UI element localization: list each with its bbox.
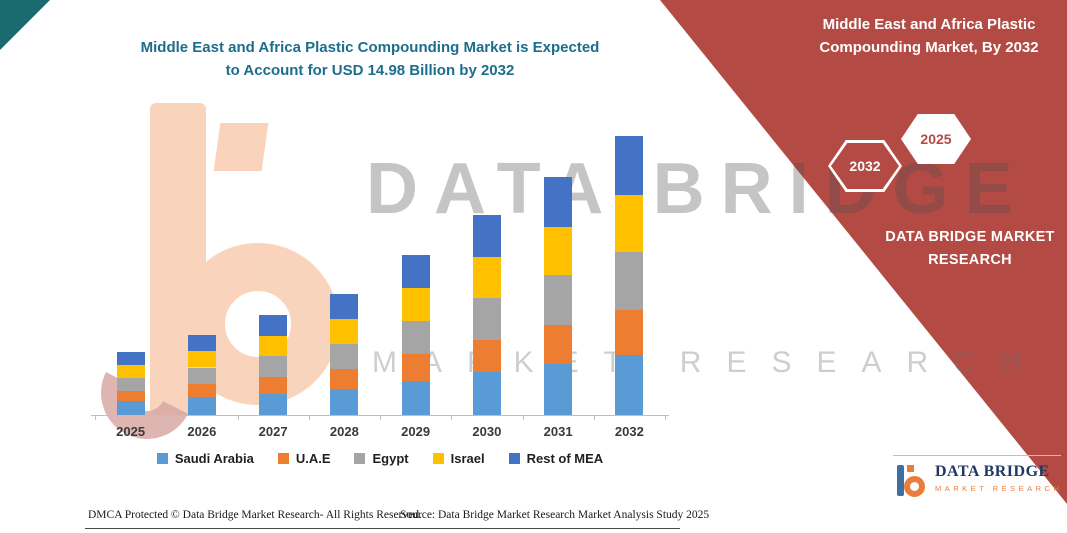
- right-panel-heading-line1: Middle East and Africa Plastic: [822, 16, 1036, 33]
- x-axis-tick: [166, 415, 168, 420]
- legend-swatch: [277, 453, 289, 464]
- bar-segment-saudi-arabia: [615, 355, 644, 415]
- bar-segment-egypt: [472, 297, 501, 340]
- x-axis-tick: [593, 415, 595, 420]
- logo-subtitle: MARKET RESEARCH: [935, 484, 1063, 493]
- bar-segment-israel: [401, 288, 430, 321]
- bar-segment-saudi-arabia: [187, 397, 216, 415]
- x-axis-label: 2026: [187, 424, 217, 439]
- chart-legend: Saudi Arabia U.A.E Egypt Israel Rest of MEA: [95, 451, 665, 466]
- bar-segment-israel: [330, 319, 359, 345]
- x-axis-tick: [308, 415, 310, 420]
- x-axis-tick: [522, 415, 524, 420]
- hexagon-year-2032: 2032: [828, 140, 902, 192]
- bar-segment-u-a-e: [187, 384, 216, 398]
- bar-segment-israel: [544, 226, 573, 276]
- legend-item: Saudi Arabia: [156, 451, 254, 466]
- logo-icon-dot: [907, 465, 914, 472]
- logo-divider: [893, 455, 1061, 456]
- hexagon-year-2032-label: 2032: [831, 143, 899, 189]
- bar-segment-israel: [116, 364, 145, 378]
- x-axis-tick: [451, 415, 453, 420]
- bar-segment-rest-of-mea: [472, 214, 501, 257]
- right-panel-heading: Middle East and Africa Plastic Compoundi…: [800, 14, 1058, 59]
- x-axis-label: 2027: [258, 424, 288, 439]
- logo-name: DATA BRIDGE: [935, 463, 1050, 480]
- hexagon-year-2025: 2025: [901, 114, 971, 164]
- legend-item: Rest of MEA: [508, 451, 604, 466]
- x-axis-tick: [665, 415, 666, 420]
- bar-segment-u-a-e: [615, 309, 644, 356]
- logo-text: DATA BRIDGE MARKET RESEARCH: [935, 463, 1062, 493]
- logo-icon-ring: [904, 476, 925, 497]
- legend-swatch: [432, 453, 444, 464]
- bar-segment-u-a-e: [472, 339, 501, 373]
- legend-label: Israel: [450, 451, 485, 466]
- x-axis-label: 2031: [543, 424, 573, 439]
- bar-segment-rest-of-mea: [544, 176, 573, 227]
- bar-segment-u-a-e: [401, 354, 430, 381]
- x-axis-label: 2030: [472, 424, 502, 439]
- bar-segment-rest-of-mea: [187, 334, 216, 351]
- bar-segment-egypt: [259, 356, 288, 377]
- legend-item: U.A.E: [277, 451, 331, 466]
- legend-label: Saudi Arabia: [174, 451, 254, 466]
- source-note: Source: Data Bridge Market Research Mark…: [400, 509, 710, 521]
- bar-segment-rest-of-mea: [401, 255, 430, 289]
- legend-swatch: [156, 453, 168, 464]
- chart-title-line2: to Account for USD 14.98 Billion by 2032: [225, 62, 515, 80]
- bar-segment-rest-of-mea: [259, 314, 288, 336]
- legend-label: Rest of MEA: [526, 451, 604, 466]
- bar-segment-rest-of-mea: [116, 352, 145, 365]
- bar-segment-egypt: [544, 275, 573, 325]
- right-panel-heading-line2: Compounding Market, By 2032: [819, 38, 1039, 56]
- logo-icon-bar: [897, 465, 904, 496]
- legend-item: Egypt: [354, 451, 409, 466]
- bar-segment-u-a-e: [330, 369, 359, 389]
- legend-swatch: [508, 453, 520, 464]
- legend-swatch: [354, 453, 366, 464]
- bar-segment-u-a-e: [116, 390, 145, 402]
- legend-label: U.A.E: [295, 451, 331, 466]
- right-panel-brand: DATA BRIDGE MARKET RESEARCH: [876, 226, 1064, 272]
- bar-segment-egypt: [401, 320, 430, 355]
- x-axis-tick: [237, 415, 239, 420]
- chart-title-line1: Middle East and Africa Plastic Compoundi…: [140, 39, 600, 56]
- bar-segment-u-a-e: [259, 376, 288, 394]
- legend-label: Egypt: [372, 451, 409, 466]
- bar-segment-egypt: [615, 252, 644, 310]
- x-axis-tick: [380, 415, 381, 420]
- chart-title: Middle East and Africa Plastic Compoundi…: [90, 36, 650, 83]
- x-axis-label: 2029: [401, 424, 431, 439]
- bar-segment-saudi-arabia: [116, 401, 145, 415]
- x-axis-tick: [95, 415, 96, 420]
- bar-segment-israel: [615, 195, 644, 253]
- dmca-notice: DMCA Protected © Data Bridge Market Rese…: [88, 509, 422, 521]
- bar-segment-egypt: [330, 344, 359, 370]
- bar-segment-rest-of-mea: [330, 293, 359, 320]
- bar-segment-egypt: [116, 377, 145, 391]
- bar-segment-israel: [187, 350, 216, 368]
- bar-segment-egypt: [187, 367, 216, 385]
- bar-segment-israel: [472, 256, 501, 298]
- x-axis-label: 2025: [116, 424, 146, 439]
- right-panel-brand-line2: RESEARCH: [928, 252, 1012, 269]
- x-axis-label: 2032: [614, 424, 644, 439]
- bar-segment-israel: [259, 335, 288, 357]
- bar-segment-u-a-e: [544, 324, 573, 364]
- footer-divider: [85, 528, 680, 529]
- bar-segment-saudi-arabia: [544, 363, 573, 415]
- right-panel-brand-line1: DATA BRIDGE MARKET: [885, 229, 1055, 245]
- bar-segment-saudi-arabia: [259, 393, 288, 415]
- legend-item: Israel: [432, 451, 485, 466]
- data-bridge-logo-icon: [895, 463, 927, 499]
- bar-segment-saudi-arabia: [401, 380, 430, 415]
- x-axis-label: 2028: [329, 424, 359, 439]
- bar-segment-saudi-arabia: [330, 388, 359, 415]
- bar-segment-saudi-arabia: [472, 372, 501, 415]
- bar-segment-rest-of-mea: [615, 136, 644, 196]
- company-logo: DATA BRIDGE MARKET RESEARCH: [895, 463, 1062, 499]
